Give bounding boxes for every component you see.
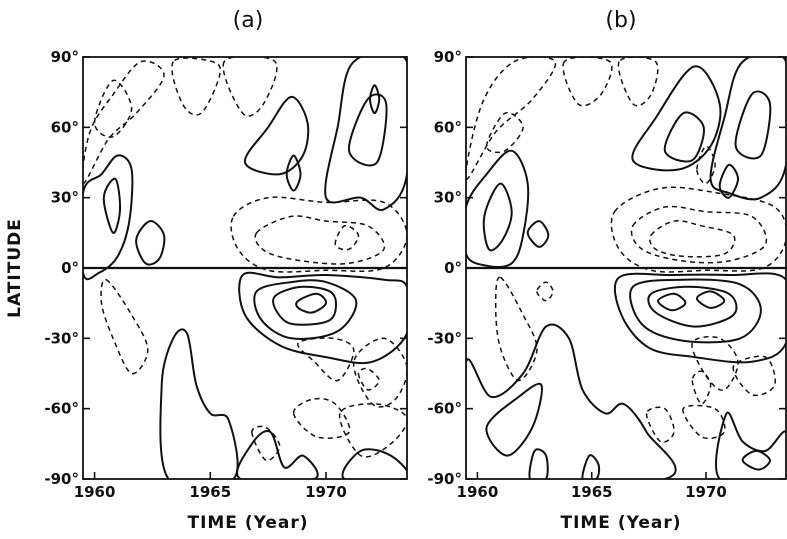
- panel-a-y-tick-label-5: -60°: [44, 400, 79, 418]
- panel-a-contours: [83, 57, 407, 479]
- panel-a-y-tick-label-4: -30°: [44, 329, 79, 347]
- panel-b-x-axis-title: TIME (Year): [560, 513, 681, 533]
- panel-b-x-tick-label-1: 1965: [571, 483, 613, 501]
- panel-a-contour-solid-3: [243, 95, 310, 176]
- panel-a-contour-dashed-18: [222, 57, 278, 117]
- panel-b-contour-solid-4: [663, 111, 705, 163]
- panel-a-contour-solid-1: [102, 177, 122, 234]
- panel-b-contour-solid-14: [485, 382, 543, 457]
- panel-a-contour-solid-6: [348, 93, 388, 167]
- panel-b-contour-solid-7: [734, 90, 772, 160]
- panel-b-y-tick-label-2: 30°: [434, 189, 462, 207]
- panel-b-contour-solid-11: [657, 292, 687, 312]
- panel-b-contour-dashed-33: [645, 406, 675, 443]
- panel-b-contour-solid-9: [629, 278, 762, 344]
- panel-a-contour-dashed-20: [254, 215, 386, 265]
- panel-b-contour-dashed-32: [682, 404, 726, 440]
- panel-b-contour-solid-1: [482, 182, 513, 252]
- panel-a-contour-dashed-21: [334, 224, 360, 251]
- panel-b-contour-dashed-23: [610, 186, 786, 273]
- panel-b-x-tick-label-2: 1970: [685, 483, 727, 501]
- panel-b-contour-solid-18: [741, 449, 771, 471]
- panel-b-contour-solid-13: [466, 323, 677, 479]
- panel-a-contour-solid-5: [324, 57, 407, 212]
- panel-a-y-tick-label-3: 0°: [61, 259, 79, 277]
- panel-a-contour-solid-14: [341, 448, 407, 479]
- panel-a-contour-dashed-16: [93, 79, 133, 138]
- panel-a-contour-dashed-27: [338, 403, 407, 458]
- panel-a-contour-dashed-23: [297, 337, 355, 382]
- panel-a-contour-dashed-22: [100, 278, 149, 375]
- panel-b-contour-dashed-29: [691, 336, 739, 392]
- panel-a-contour-solid-10: [272, 285, 337, 326]
- panel-b-contour-solid-16: [581, 454, 601, 479]
- panel-b-contour-dashed-30: [691, 370, 712, 405]
- panel-a-contour-solid-2: [135, 220, 166, 266]
- panel-a-y-tick-label-6: -90°: [44, 470, 79, 488]
- panel-a-ticks: 90° 60° 30° 0° -30° -60° -90°1960 1965 1970: [44, 48, 407, 501]
- panel-b-contours: [466, 57, 786, 479]
- panel-b-contour-dashed-19: [466, 57, 557, 180]
- panel-a-contour-solid-9: [253, 279, 358, 340]
- panel-b-y-tick-label-4: -30°: [427, 329, 462, 347]
- panel-b-x-tick-label-0: 1960: [457, 483, 499, 501]
- panel-b-contour-solid-8: [613, 272, 786, 364]
- panel-b-contour-solid-17: [715, 411, 786, 479]
- panel-a-contour-dashed-15: [83, 60, 165, 185]
- panel-b-label: (b): [605, 8, 636, 33]
- panel-b-frame: [465, 56, 787, 480]
- panel-a-contour-solid-13: [236, 430, 319, 479]
- panel-b-y-tick-label-5: -60°: [427, 400, 462, 418]
- panel-a-contour-solid-12: [159, 328, 239, 479]
- panel-b-contour-dashed-21: [562, 57, 613, 107]
- panel-b-contour-solid-15: [528, 448, 549, 479]
- panel-a-contour-solid-11: [295, 292, 328, 314]
- panel-b-y-tick-label-0: 90°: [434, 48, 462, 66]
- panel-b-ticks: 90° 60° 30° 0° -30° -60° -90°1960 1965 1970: [427, 48, 786, 501]
- panel-a-x-tick-label-2: 1970: [305, 483, 347, 501]
- panel-a-y-tick-label-0: 90°: [51, 48, 79, 66]
- panel-b-contour-dashed-31: [732, 355, 776, 397]
- panel-b-contour-solid-2: [526, 220, 550, 248]
- panel-b: (b) TIME (Year) 90°60°30°0°-30°-60°-90°1…: [427, 8, 787, 533]
- panel-b-contour-solid-0: [466, 149, 530, 268]
- panel-a-contour-solid-8: [238, 271, 407, 365]
- panel-b-contour-solid-10: [647, 285, 738, 328]
- panel-b-contour-dashed-22: [617, 57, 659, 107]
- y-axis-title: LATITUDE: [5, 218, 25, 318]
- panel-b-contour-dashed-24: [630, 205, 768, 264]
- panel-a-contour-dashed-17: [171, 57, 222, 116]
- panel-a-contour-dashed-19: [230, 196, 407, 273]
- panel-a-contour-solid-4: [285, 154, 302, 192]
- panel-a-x-axis-title: TIME (Year): [187, 513, 308, 533]
- panel-b-y-tick-label-3: 0°: [444, 259, 462, 277]
- panel-a-contour-dashed-25: [357, 367, 380, 391]
- panel-b-contour-dashed-25: [649, 219, 736, 258]
- panel-a-contour-dashed-28: [251, 425, 281, 462]
- panel-b-contour-dashed-28: [536, 281, 554, 302]
- panel-a-contour-solid-0: [83, 154, 134, 281]
- panel-a-y-tick-label-1: 60°: [51, 118, 79, 136]
- panel-a-frame: [82, 56, 408, 480]
- panel-a: (a) LATITUDE TIME (Year) 90° 60° 30° 0° -30°…: [5, 8, 408, 533]
- panel-a-contour-dashed-24: [352, 337, 407, 408]
- panel-b-contour-dashed-27: [494, 276, 538, 382]
- panel-b-contour-solid-12: [695, 290, 726, 309]
- panel-b-y-tick-label-6: -90°: [427, 470, 462, 488]
- panel-b-y-tick-label-1: 60°: [434, 118, 462, 136]
- panel-b-contour-solid-3: [631, 65, 722, 172]
- panel-a-contour-solid-7: [368, 84, 381, 115]
- panel-b-contour-dashed-26: [696, 145, 716, 185]
- panel-a-label: (a): [233, 8, 264, 33]
- panel-b-contour-dashed-20: [485, 111, 524, 154]
- panel-a-y-tick-label-2: 30°: [51, 189, 79, 207]
- panel-a-contour-dashed-26: [292, 397, 351, 439]
- panel-a-x-tick-label-1: 1965: [189, 483, 231, 501]
- panel-a-x-tick-label-0: 1960: [74, 483, 116, 501]
- panel-b-contour-solid-6: [718, 163, 740, 199]
